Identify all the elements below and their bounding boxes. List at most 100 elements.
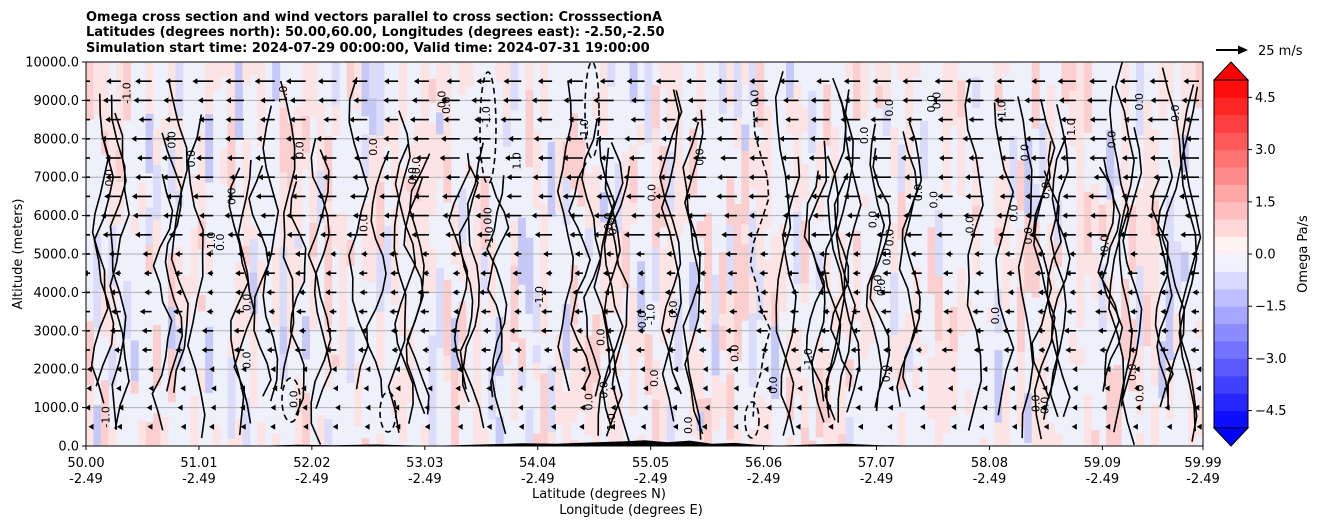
omega-fill-patch <box>406 178 415 192</box>
contour-label: 0.0 <box>648 369 661 387</box>
wind-vector-arrow-icon <box>661 135 667 142</box>
x-tick-label-lat: 55.05 <box>632 456 669 471</box>
omega-fill-patch <box>421 159 430 173</box>
omega-fill-patch <box>1046 222 1055 290</box>
wind-vector-arrow-icon <box>643 385 649 392</box>
wind-vector-arrow-icon <box>176 289 182 296</box>
wind-vector-arrow-icon <box>565 135 571 142</box>
omega-fill-patch <box>443 279 452 357</box>
wind-vector-arrow-icon <box>749 212 755 219</box>
omega-fill-patch <box>972 220 981 276</box>
wind-vector-arrow-icon <box>784 174 790 181</box>
omega-fill-patch <box>1173 119 1182 167</box>
wind-vector-arrow-icon <box>1060 116 1066 123</box>
wind-vector-arrow-icon <box>593 212 599 219</box>
omega-fill-patch <box>666 151 675 213</box>
wind-vector-arrow-icon <box>323 116 329 123</box>
wind-vector-arrow-icon <box>135 231 140 238</box>
wind-vector-arrow-icon <box>255 155 261 161</box>
wind-vector-arrow-icon <box>790 251 796 257</box>
wind-vector-arrow-icon <box>509 327 515 334</box>
wind-vector-arrow-icon <box>174 270 180 277</box>
omega-fill-patch <box>428 335 437 407</box>
wind-vector-arrow-icon <box>379 231 385 238</box>
omega-fill-patch <box>1083 191 1092 254</box>
wind-vector-arrow-icon <box>1038 347 1044 353</box>
omega-fill-patch <box>748 275 757 314</box>
contour-label: 0.0 <box>214 233 227 251</box>
wind-vector-arrow-icon <box>817 347 823 353</box>
omega-fill-patch <box>1046 85 1055 102</box>
colorbar-swatch <box>1214 254 1248 272</box>
wind-vector-arrow-icon <box>395 385 401 392</box>
wind-vector-arrow-icon <box>1105 366 1111 373</box>
omega-fill-patch <box>510 62 519 111</box>
omega-fill-patch <box>637 331 646 358</box>
contour-label: -1.0 <box>121 82 134 103</box>
x-tick-label-lat: 56.06 <box>745 456 782 471</box>
omega-fill-patch <box>957 268 966 337</box>
omega-fill-patch <box>220 149 228 184</box>
omega-fill-patch <box>1083 253 1092 275</box>
omega-fill-patch <box>302 316 310 360</box>
wind-vector-arrow-icon <box>625 193 631 200</box>
omega-fill-patch <box>1136 188 1144 266</box>
wind-vector-arrow-icon <box>361 327 366 334</box>
wind-vector-arrow-icon <box>1072 366 1078 373</box>
wind-vector-arrow-icon <box>270 404 276 411</box>
omega-fill-patch <box>964 298 973 331</box>
wind-vector-arrow-icon <box>109 327 115 334</box>
colorbar-swatch <box>1214 323 1248 342</box>
omega-fill-patch <box>540 262 549 308</box>
contour-label: 0.0 <box>602 213 615 231</box>
wind-vector-arrow-icon <box>574 308 580 315</box>
omega-fill-patch <box>302 62 310 116</box>
wind-vector-arrow-icon <box>1194 404 1200 411</box>
omega-fill-patch <box>1039 123 1048 182</box>
wind-vector-arrow-icon <box>747 231 753 238</box>
x-axis-label-longitude: Longitude (degrees E) <box>559 503 703 518</box>
wind-vector-arrow-icon <box>1191 327 1197 334</box>
omega-fill-patch <box>123 62 132 121</box>
wind-vector-arrow-icon <box>630 116 636 123</box>
omega-fill-patch <box>294 236 303 249</box>
contour-line <box>1033 98 1056 440</box>
colorbar-swatch <box>1214 114 1248 133</box>
contour-label: 0.0 <box>858 127 871 145</box>
wind-vector-arrow-icon <box>1031 78 1037 85</box>
omega-fill-patch <box>726 62 735 107</box>
wind-vector-arrow-icon <box>1086 231 1092 238</box>
wind-vector-arrow-icon <box>329 308 335 315</box>
colorbar-swatch <box>1214 184 1248 203</box>
contour-label: -1.0 <box>483 226 496 247</box>
omega-fill-patch <box>1136 433 1144 446</box>
wind-vector-arrow-icon <box>1062 193 1068 200</box>
omega-fill-patch <box>547 365 556 433</box>
wind-vector-arrow-icon <box>411 231 417 238</box>
omega-fill-patch <box>778 282 787 313</box>
wind-vector-arrow-icon <box>1105 423 1111 430</box>
wind-vector-arrow-icon <box>318 97 324 104</box>
wind-vector-arrow-icon <box>533 135 539 142</box>
omega-fill-patch <box>994 289 1003 334</box>
omega-fill-patch <box>845 62 854 80</box>
wind-vector-arrow-icon <box>349 193 355 200</box>
omega-fill-patch <box>763 402 772 446</box>
wind-vector-arrow-icon <box>795 423 801 430</box>
wind-vector-arrow-icon <box>351 78 357 85</box>
omega-fill-patch <box>383 226 392 294</box>
omega-fill-patch <box>1143 219 1152 295</box>
omega-fill-patch <box>302 153 310 170</box>
wind-vector-arrow-icon <box>611 366 617 373</box>
omega-fill-patch <box>659 384 668 446</box>
omega-fill-patch <box>458 243 467 257</box>
contour-label: 0.0 <box>883 229 896 247</box>
wind-vector-arrow-icon <box>840 116 846 123</box>
y-tick-label: 10000.0 <box>25 56 79 71</box>
title-line-2: Latitudes (degrees north): 50.00,60.00, … <box>86 25 665 40</box>
wind-vector-arrow-icon <box>661 116 667 123</box>
wind-vector-arrow-icon <box>881 251 886 257</box>
omega-fill-patch <box>927 357 936 419</box>
omega-fill-patch <box>1031 62 1040 129</box>
omega-fill-patch <box>905 142 914 196</box>
